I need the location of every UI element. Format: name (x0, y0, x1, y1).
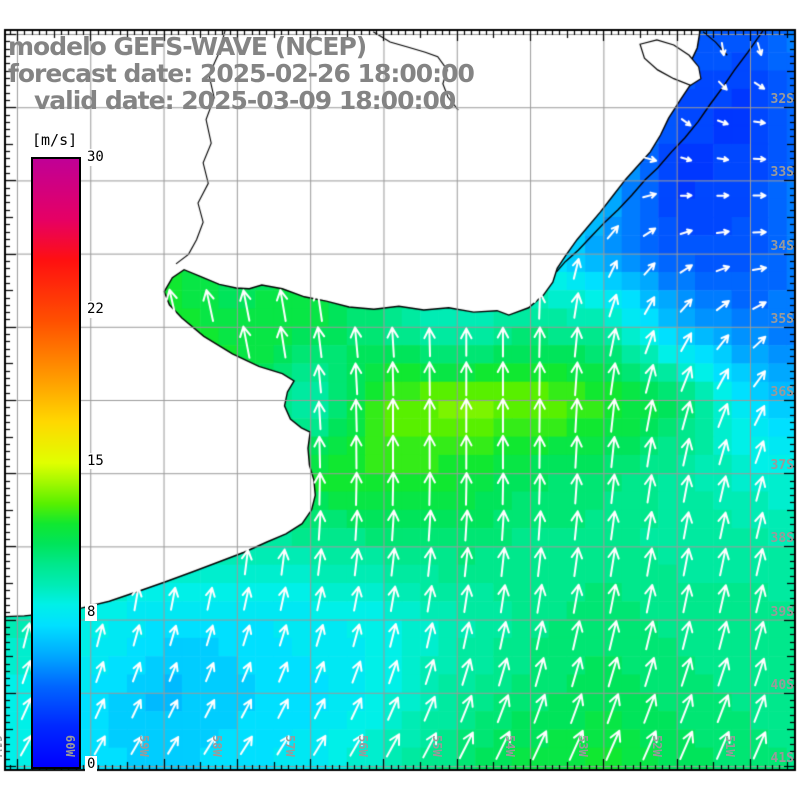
lat-label: 34S (770, 238, 794, 254)
lon-label: 60W (63, 735, 78, 757)
lat-label: 41S (770, 750, 794, 766)
lon-label: 57W (283, 735, 298, 757)
lon-label: 56W (356, 735, 371, 757)
lon-label: 59W (136, 735, 151, 757)
colorbar-tick-label: 30 (85, 149, 106, 166)
lat-label: 35S (770, 311, 794, 327)
lon-label: 55W (429, 735, 444, 757)
lon-label: 54W (503, 735, 518, 757)
forecast-date-line: forecast date: 2025-02-26 18:00:00 (8, 59, 475, 88)
lat-label: 37S (770, 458, 794, 474)
lon-label: 53W (576, 735, 591, 757)
lon-label: 58W (209, 735, 224, 757)
lat-label: 36S (770, 385, 794, 400)
lon-label: 61W (0, 735, 4, 757)
lat-label: 32S (770, 92, 794, 108)
lon-label: 51W (722, 735, 737, 757)
valid-date-line: valid date: 2025-03-09 18:00:00 (34, 86, 456, 115)
colorbar-tick-label: 15 (85, 452, 106, 470)
lat-label: 40S (770, 677, 794, 693)
lat-label: 39S (770, 604, 794, 620)
colorbar-tick-label: 22 (85, 300, 106, 318)
lat-label: 33S (770, 165, 794, 181)
colorbar-gradient (31, 157, 81, 769)
lat-label: 38S (770, 531, 794, 547)
colorbar-tick-label: 8 (85, 604, 98, 622)
lon-label: 52W (649, 735, 664, 757)
model-title: modelo GEFS-WAVE (NCEP) (8, 32, 367, 61)
colorbar-unit-label: [m/s] (30, 131, 80, 149)
colorbar-tick-label: 0 (85, 756, 98, 773)
